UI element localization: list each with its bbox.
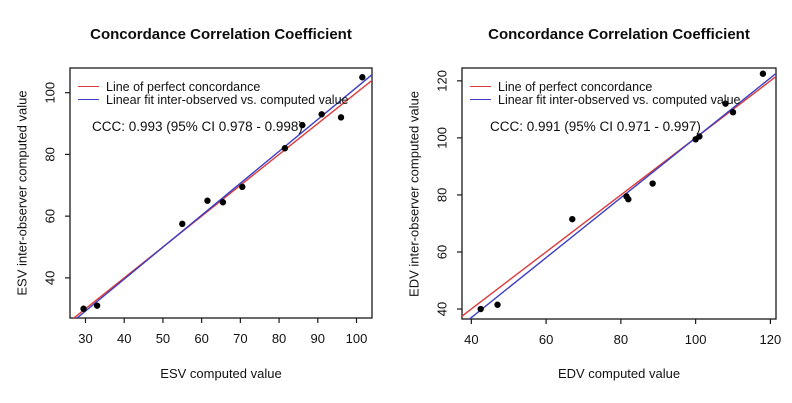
- x-axis: 30 40 50 60 70 80 90 100: [78, 318, 367, 346]
- x-tick-label: 40: [117, 331, 131, 346]
- x-tick-label: 40: [464, 332, 478, 347]
- data-point: [80, 305, 87, 312]
- x-tick-label: 90: [311, 331, 325, 346]
- esv-panel: Concordance Correlation Coefficient 30 40…: [14, 26, 373, 381]
- data-point: [477, 305, 484, 313]
- chart-title: Concordance Correlation Coefficient: [488, 26, 750, 43]
- y-tick-label: 40: [435, 302, 450, 316]
- data-point: [318, 111, 325, 118]
- y-axis: 40 60 80 100: [43, 82, 70, 285]
- x-tick-label: 100: [685, 332, 707, 347]
- fit-line: [468, 72, 776, 319]
- blue-line-swatch: [78, 99, 99, 100]
- y-tick-label: 100: [43, 82, 58, 104]
- x-axis: 40 60 80 100 120: [464, 319, 781, 347]
- data-point: [494, 301, 501, 308]
- legend: Line of perfect concordance Linear fit i…: [78, 79, 349, 107]
- ccc-annotation: CCC: 0.993 (95% CI 0.978 - 0.998): [92, 119, 303, 134]
- x-axis-label: ESV computed value: [160, 366, 282, 381]
- data-point: [696, 133, 703, 140]
- y-tick-label: 80: [435, 188, 450, 202]
- points-layer: [80, 74, 366, 312]
- data-point: [299, 121, 306, 129]
- y-tick-label: 100: [435, 127, 450, 149]
- legend-item-concordance: Line of perfect concordance: [470, 79, 741, 94]
- legend-item-concordance: Line of perfect concordance: [78, 79, 349, 94]
- data-point: [569, 215, 576, 223]
- y-axis-label: ESV inter-observer computed value: [14, 90, 30, 296]
- x-tick-label: 60: [539, 332, 553, 347]
- y-tick-label: 80: [43, 147, 58, 161]
- data-point: [93, 302, 101, 309]
- x-tick-label: 30: [78, 331, 92, 346]
- x-tick-label: 120: [760, 332, 782, 347]
- lines-layer: [462, 72, 776, 319]
- data-point: [281, 145, 289, 152]
- esv-chart-svg: 30 40 50 60 70 80 90 100 40 60 80 100: [43, 67, 373, 346]
- data-point: [359, 74, 366, 81]
- data-point: [722, 100, 729, 107]
- data-point: [337, 114, 345, 121]
- data-point: [204, 197, 211, 204]
- data-point: [759, 70, 767, 77]
- plot-box: [461, 67, 777, 320]
- y-axis: 40 60 80 100 120: [435, 70, 462, 316]
- data-point: [239, 183, 246, 191]
- y-axis-label: EDV inter-observer computed value: [406, 91, 422, 297]
- blue-line-swatch: [470, 99, 491, 100]
- x-tick-label: 70: [233, 331, 247, 346]
- y-tick-label: 120: [435, 70, 450, 92]
- legend-item-linear-fit: Linear fit inter-observed vs. computed v…: [470, 92, 741, 107]
- x-axis-label: EDV computed value: [557, 366, 681, 381]
- data-point: [625, 196, 632, 203]
- x-tick-label: 80: [614, 332, 628, 347]
- legend-label: Linear fit inter-observed vs. computed v…: [106, 92, 349, 107]
- edv-panel: Concordance Correlation Coefficient 40 60…: [396, 0, 792, 403]
- data-point: [729, 109, 737, 116]
- points-layer: [477, 70, 767, 313]
- legend-label: Linear fit inter-observed vs. computed v…: [498, 92, 741, 107]
- lines-layer: [72, 73, 372, 318]
- y-tick-label: 40: [43, 271, 58, 285]
- x-tick-label: 80: [272, 331, 286, 346]
- legend-item-linear-fit: Linear fit inter-observed vs. computed v…: [78, 92, 349, 107]
- y-tick-label: 60: [435, 245, 450, 259]
- data-point: [649, 180, 656, 187]
- data-point: [219, 199, 227, 206]
- legend-label: Line of perfect concordance: [498, 79, 653, 94]
- x-tick-label: 50: [156, 331, 170, 346]
- red-line-swatch: [78, 86, 99, 87]
- legend: Line of perfect concordance Linear fit i…: [470, 79, 741, 107]
- red-line-swatch: [470, 86, 491, 87]
- fit-line: [75, 73, 372, 318]
- chart-title: Concordance Correlation Coefficient: [90, 26, 352, 43]
- plot-box: [69, 67, 373, 319]
- concordance-line: [462, 75, 776, 318]
- x-tick-label: 100: [346, 331, 368, 346]
- legend-label: Line of perfect concordance: [106, 79, 261, 94]
- y-tick-label: 60: [43, 209, 58, 223]
- data-point: [179, 220, 186, 228]
- edv-chart-svg: 40 60 80 100 120 40 60 80 100 120: [435, 67, 781, 347]
- x-tick-label: 60: [194, 331, 208, 346]
- ccc-annotation: CCC: 0.991 (95% CI 0.971 - 0.997): [490, 119, 701, 134]
